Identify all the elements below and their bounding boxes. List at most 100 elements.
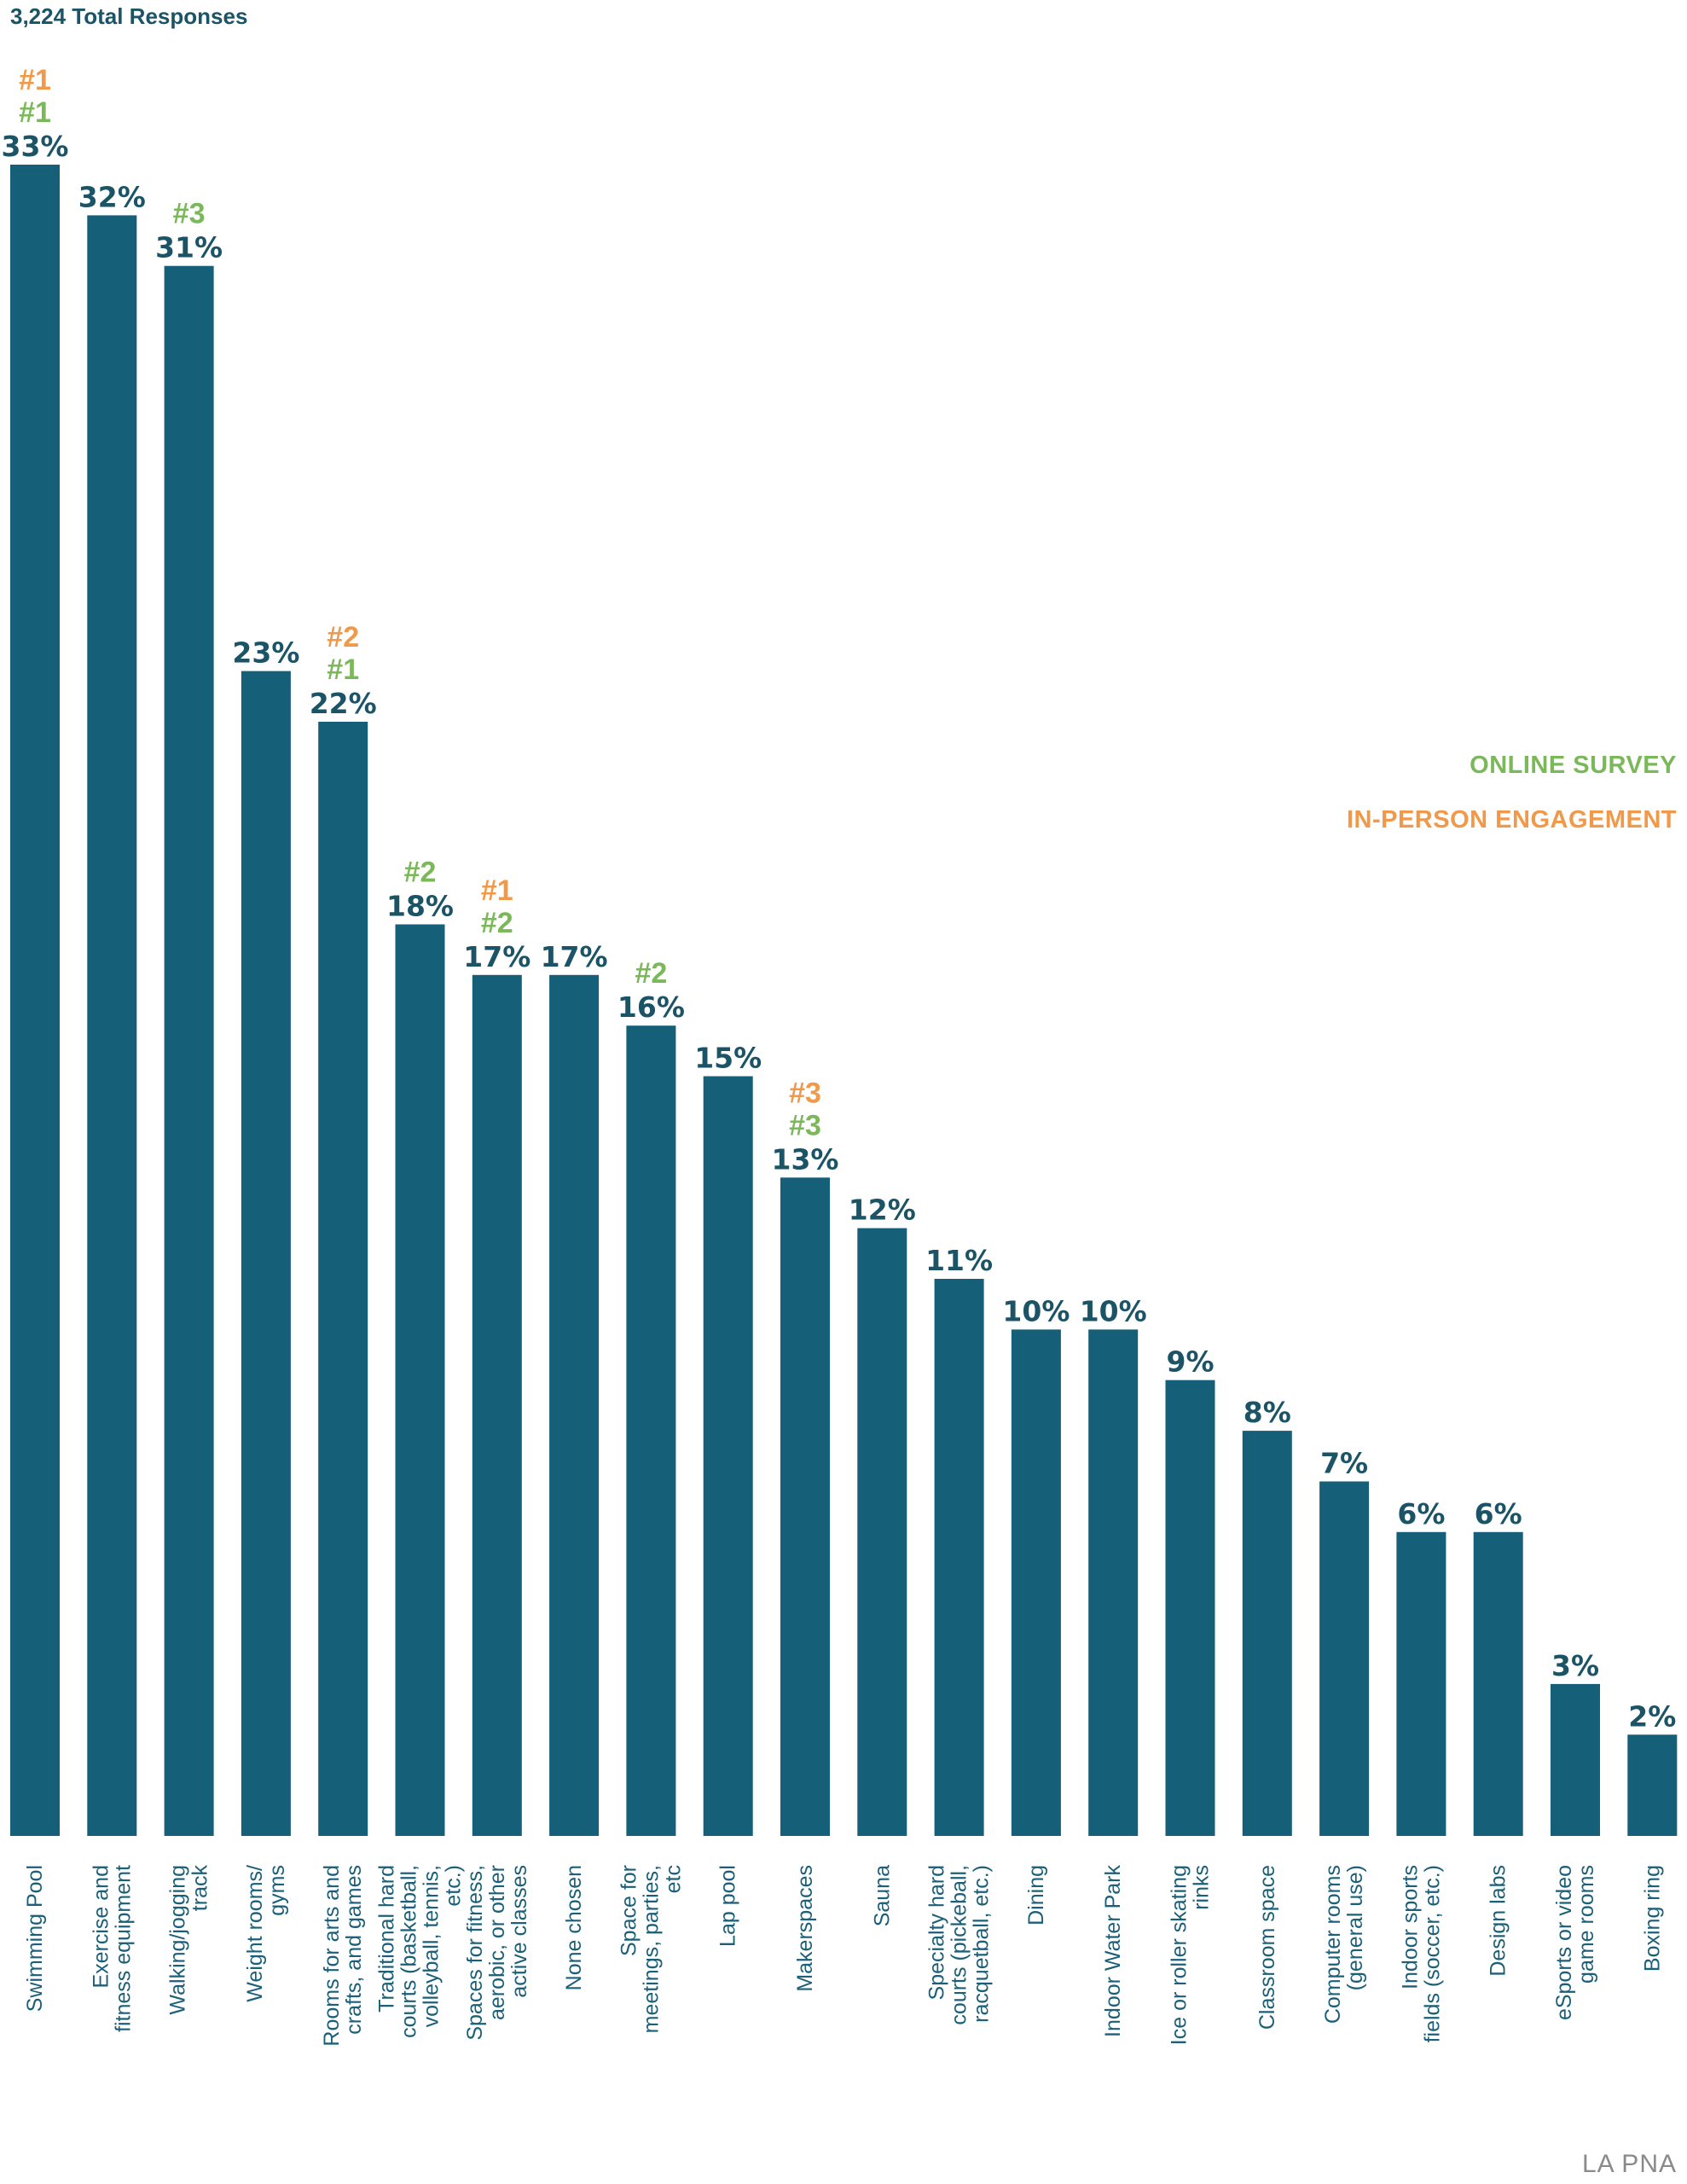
category-label-classroom-space: Classroom space <box>1255 1865 1279 2030</box>
value-label-traditional-hard-courts-basketball-volleyball-tennis-etc: 18% <box>386 890 454 923</box>
in-person-rank-makerspaces: #3 <box>789 1077 821 1109</box>
bar-spaces-for-fitness-aerobic-or-other-active-classes <box>472 974 522 1836</box>
bar-sauna <box>857 1228 907 1836</box>
category-label-line: etc.) <box>442 1865 466 1907</box>
bar-rooms-for-arts-and-crafts-and-games <box>318 722 368 1836</box>
rank-labels-group: #1#1#3#1#2#2#2#1#2#3#3 <box>19 64 821 1141</box>
value-label-space-for-meetings-parties-etc: 16% <box>617 990 685 1024</box>
source-label: LA PNA <box>1582 2150 1677 2178</box>
value-label-weight-rooms-gyms: 23% <box>232 636 299 670</box>
in-person-rank-spaces-for-fitness-aerobic-or-other-active-classes: #1 <box>481 874 513 907</box>
value-label-dining: 10% <box>1002 1294 1070 1327</box>
category-label-line: aerobic, or other <box>485 1865 509 2020</box>
category-label-makerspaces: Makerspaces <box>793 1865 817 1992</box>
category-label-walking-jogging-track: Walking/joggingtrack <box>166 1865 212 2015</box>
bar-walking-jogging-track <box>164 265 214 1837</box>
online-rank-swimming-pool: #1 <box>19 96 51 129</box>
category-label-line: (general use) <box>1343 1865 1367 1990</box>
category-label-rooms-for-arts-and-crafts-and-games: Rooms for arts andcrafts, and games <box>320 1865 366 2047</box>
value-labels-group: 33% 32% 31% 23% 22% 18% 17% 17% 16% 15% 13% 12% 11% 1… <box>2 130 1677 1733</box>
in-person-rank-swimming-pool: #1 <box>19 64 51 96</box>
online-rank-walking-jogging-track: #3 <box>173 198 206 230</box>
category-label-none-chosen: None chosen <box>562 1865 586 1990</box>
value-label-ice-or-roller-skating-rinks: 9% <box>1166 1345 1214 1379</box>
value-label-makerspaces: 13% <box>772 1142 839 1176</box>
category-label-line: Indoor Water Park <box>1101 1865 1125 2037</box>
online-rank-rooms-for-arts-and-crafts-and-games: #1 <box>327 653 359 686</box>
category-label-dining: Dining <box>1024 1865 1048 1926</box>
category-label-lap-pool: Lap pool <box>716 1865 740 1947</box>
category-label-line: Makerspaces <box>793 1865 817 1992</box>
category-label-weight-rooms-gyms: Weight rooms/gyms <box>243 1865 289 2002</box>
category-label-line: crafts, and games <box>342 1865 366 2035</box>
bar-indoor-sports-fields-soccer-etc <box>1396 1531 1446 1836</box>
category-label-line: Dining <box>1024 1865 1048 1926</box>
category-label-traditional-hard-courts-basketball-volleyball-tennis-etc: Traditional hardcourts (basketball,volle… <box>375 1865 466 2038</box>
category-label-line: Design labs <box>1487 1865 1510 1977</box>
category-label-line: courts (pickeball, <box>948 1865 971 2025</box>
category-label-line: etc <box>661 1865 685 1893</box>
category-label-line: Space for <box>617 1865 641 1956</box>
category-label-swimming-pool: Swimming Pool <box>23 1865 47 2012</box>
value-label-indoor-water-park: 10% <box>1080 1294 1147 1327</box>
legend-in-person-engagement: IN-PERSON ENGAGEMENT <box>1347 806 1677 834</box>
category-label-line: track <box>188 1865 212 1912</box>
value-label-classroom-space: 8% <box>1244 1396 1291 1429</box>
bar-computer-rooms-general-use <box>1319 1481 1370 1836</box>
online-rank-traditional-hard-courts-basketball-volleyball-tennis-etc: #2 <box>404 857 437 889</box>
category-label-line: active classes <box>507 1865 531 1998</box>
bar-indoor-water-park <box>1088 1329 1139 1836</box>
value-label-design-labs: 6% <box>1475 1497 1522 1531</box>
category-label-boxing-ring: Boxing ring <box>1640 1865 1664 1972</box>
value-label-none-chosen: 17% <box>541 940 608 973</box>
category-label-exercise-and-fitness-equipment: Exercise andfitness equipment <box>89 1865 135 2032</box>
category-label-indoor-water-park: Indoor Water Park <box>1101 1865 1125 2037</box>
category-label-computer-rooms-general-use: Computer rooms(general use) <box>1321 1865 1367 2024</box>
category-label-line: Classroom space <box>1255 1865 1279 2030</box>
category-label-line: Traditional hard <box>375 1865 399 2013</box>
category-label-line: Specialty hard <box>925 1865 949 2000</box>
category-label-line: fitness equipment <box>111 1865 135 2032</box>
category-label-line: rinks <box>1190 1865 1214 1910</box>
bar-space-for-meetings-parties-etc <box>626 1025 676 1836</box>
value-label-lap-pool: 15% <box>694 1042 762 1075</box>
bar-exercise-and-fitness-equipment <box>87 215 137 1836</box>
category-label-line: Computer rooms <box>1321 1865 1345 2024</box>
value-label-spaces-for-fitness-aerobic-or-other-active-classes: 17% <box>463 940 530 973</box>
category-label-line: meetings, parties, <box>639 1865 663 2033</box>
category-label-line: Boxing ring <box>1640 1865 1664 1972</box>
bar-lap-pool <box>703 1076 753 1836</box>
category-label-line: racquetball, etc.) <box>970 1865 994 2023</box>
value-label-boxing-ring: 2% <box>1628 1699 1676 1733</box>
category-label-line: fields (soccer, etc.) <box>1420 1865 1444 2042</box>
bars-group <box>10 165 1678 1837</box>
category-label-line: Lap pool <box>716 1865 740 1947</box>
total-responses-label: 3,224 Total Responses <box>10 3 247 29</box>
bar-classroom-space <box>1242 1431 1292 1836</box>
category-label-indoor-sports-fields-soccer-etc: Indoor sportsfields (soccer, etc.) <box>1398 1865 1444 2042</box>
category-label-line: Swimming Pool <box>23 1865 47 2012</box>
value-label-rooms-for-arts-and-crafts-and-games: 22% <box>310 687 377 720</box>
category-label-line: game rooms <box>1574 1865 1598 1984</box>
category-label-line: Indoor sports <box>1398 1865 1422 1989</box>
value-label-indoor-sports-fields-soccer-etc: 6% <box>1397 1497 1445 1531</box>
category-label-line: Weight rooms/ <box>243 1865 267 2002</box>
bar-none-chosen <box>549 974 600 1836</box>
value-label-esports-or-video-game-rooms: 3% <box>1551 1649 1599 1682</box>
value-label-swimming-pool: 33% <box>2 130 69 163</box>
category-labels-group: Swimming Pool Exercise andfitness equipme… <box>23 1865 1664 2047</box>
category-label-ice-or-roller-skating-rinks: Ice or roller skatingrinks <box>1168 1865 1214 2045</box>
value-label-specialty-hard-courts-pickeball-racquetball-etc: 11% <box>925 1244 993 1277</box>
category-label-line: Spaces for fitness, <box>463 1865 487 2041</box>
category-label-line: gyms <box>265 1865 289 1916</box>
bar-boxing-ring <box>1627 1734 1678 1836</box>
bar-dining <box>1011 1329 1061 1836</box>
value-label-walking-jogging-track: 31% <box>155 231 223 264</box>
category-label-sauna: Sauna <box>870 1865 894 1926</box>
legend-online-survey: ONLINE SURVEY <box>1470 752 1677 779</box>
category-label-line: Walking/jogging <box>166 1865 190 2015</box>
category-label-space-for-meetings-parties-etc: Space formeetings, parties,etc <box>617 1865 685 2033</box>
category-label-line: None chosen <box>562 1865 586 1990</box>
value-label-sauna: 12% <box>849 1194 916 1227</box>
